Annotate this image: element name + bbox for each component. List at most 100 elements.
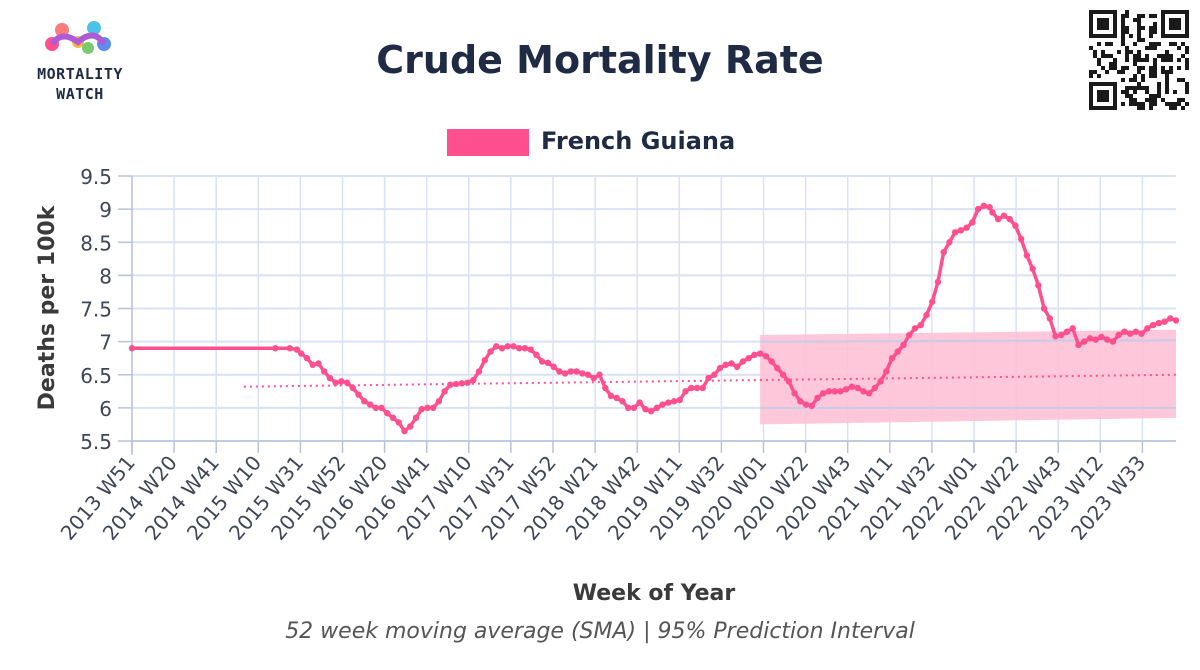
qr-module: [1141, 58, 1145, 62]
qr-module: [1105, 42, 1109, 46]
qr-finder-core: [1097, 90, 1109, 102]
qr-module: [1121, 66, 1125, 70]
x-axis-title: Week of Year: [573, 581, 736, 606]
series-point: [504, 343, 511, 350]
qr-module: [1141, 78, 1145, 82]
series-point: [447, 381, 454, 388]
qr-module: [1169, 58, 1173, 62]
qr-module: [1149, 74, 1153, 78]
qr-module: [1165, 82, 1169, 86]
series-point: [435, 398, 443, 405]
series-point: [624, 404, 632, 412]
qr-module: [1149, 70, 1153, 74]
series-point: [900, 341, 907, 349]
qr-module: [1153, 26, 1157, 30]
qr-module: [1125, 26, 1129, 30]
series-point: [515, 345, 523, 352]
qr-module: [1133, 58, 1137, 62]
series-point: [298, 350, 305, 357]
series-point: [544, 359, 552, 367]
y-tick-label: 7: [99, 331, 112, 355]
qr-module: [1121, 18, 1125, 22]
series-point: [521, 345, 529, 352]
qr-module: [1185, 62, 1189, 66]
qr-module: [1089, 46, 1093, 50]
qr-module: [1093, 50, 1097, 54]
series-point: [429, 404, 437, 412]
series-point: [458, 380, 466, 387]
series-point: [837, 388, 844, 395]
series-point: [355, 391, 362, 398]
qr-module: [1125, 94, 1129, 98]
chart-caption: 52 week moving average (SMA) | 95% Predi…: [285, 619, 915, 644]
series-point: [705, 374, 712, 382]
qr-module: [1097, 62, 1101, 66]
series-point: [338, 378, 345, 385]
qr-module: [1125, 10, 1129, 14]
mortality-watch-logo: [45, 21, 111, 54]
series-point: [596, 371, 603, 378]
qr-module: [1149, 30, 1153, 34]
qr-module: [1149, 106, 1153, 110]
qr-module: [1137, 66, 1141, 70]
qr-module: [1185, 46, 1189, 50]
series-point: [636, 399, 643, 406]
series-point: [1069, 325, 1076, 332]
series-point: [1155, 319, 1162, 327]
qr-module: [1121, 102, 1125, 106]
series-point: [745, 354, 752, 362]
series-point: [470, 376, 477, 384]
qr-module: [1137, 82, 1141, 86]
qr-module: [1093, 54, 1097, 58]
qr-code: [1089, 10, 1189, 110]
qr-module: [1157, 82, 1161, 86]
series-point: [653, 404, 661, 412]
qr-module: [1153, 74, 1157, 78]
series-point: [825, 388, 833, 395]
qr-module: [1121, 30, 1125, 34]
qr-module: [1121, 78, 1125, 82]
series-point: [315, 360, 322, 367]
series-point: [619, 398, 626, 405]
series-point: [716, 364, 724, 372]
series-point: [957, 227, 965, 234]
qr-module: [1153, 22, 1157, 26]
series-point: [808, 402, 815, 410]
qr-module: [1137, 102, 1141, 106]
qr-module: [1161, 98, 1165, 102]
series-point: [303, 354, 311, 362]
legend-label: French Guiana: [541, 127, 735, 155]
qr-module: [1121, 22, 1125, 26]
series-point: [1081, 338, 1088, 345]
qr-module: [1137, 70, 1141, 74]
qr-module: [1137, 86, 1141, 90]
series-point: [1161, 318, 1168, 325]
qr-module: [1137, 50, 1141, 54]
qr-module: [1133, 54, 1137, 58]
series-point: [774, 364, 781, 372]
series-point: [1086, 335, 1094, 342]
qr-module: [1149, 42, 1153, 46]
y-axis-title: Deaths per 100k: [35, 204, 60, 410]
series-point: [1172, 317, 1180, 324]
qr-module: [1129, 94, 1133, 98]
series-point: [1103, 336, 1111, 343]
qr-module: [1137, 26, 1141, 30]
series-point: [791, 390, 798, 397]
qr-module: [1169, 66, 1173, 70]
qr-module: [1173, 102, 1177, 106]
qr-module: [1181, 106, 1185, 110]
series-point: [326, 374, 334, 382]
qr-module: [1129, 102, 1133, 106]
qr-module: [1089, 74, 1093, 78]
series-point: [831, 388, 838, 395]
qr-module: [1145, 98, 1149, 102]
qr-module: [1145, 54, 1149, 58]
qr-module: [1149, 14, 1153, 18]
series-point: [607, 392, 615, 400]
series-point: [475, 368, 483, 375]
qr-module: [1149, 66, 1153, 70]
logo-text: MORTALITY WATCH: [14, 64, 146, 104]
series-point: [407, 423, 414, 430]
qr-module: [1153, 46, 1157, 50]
